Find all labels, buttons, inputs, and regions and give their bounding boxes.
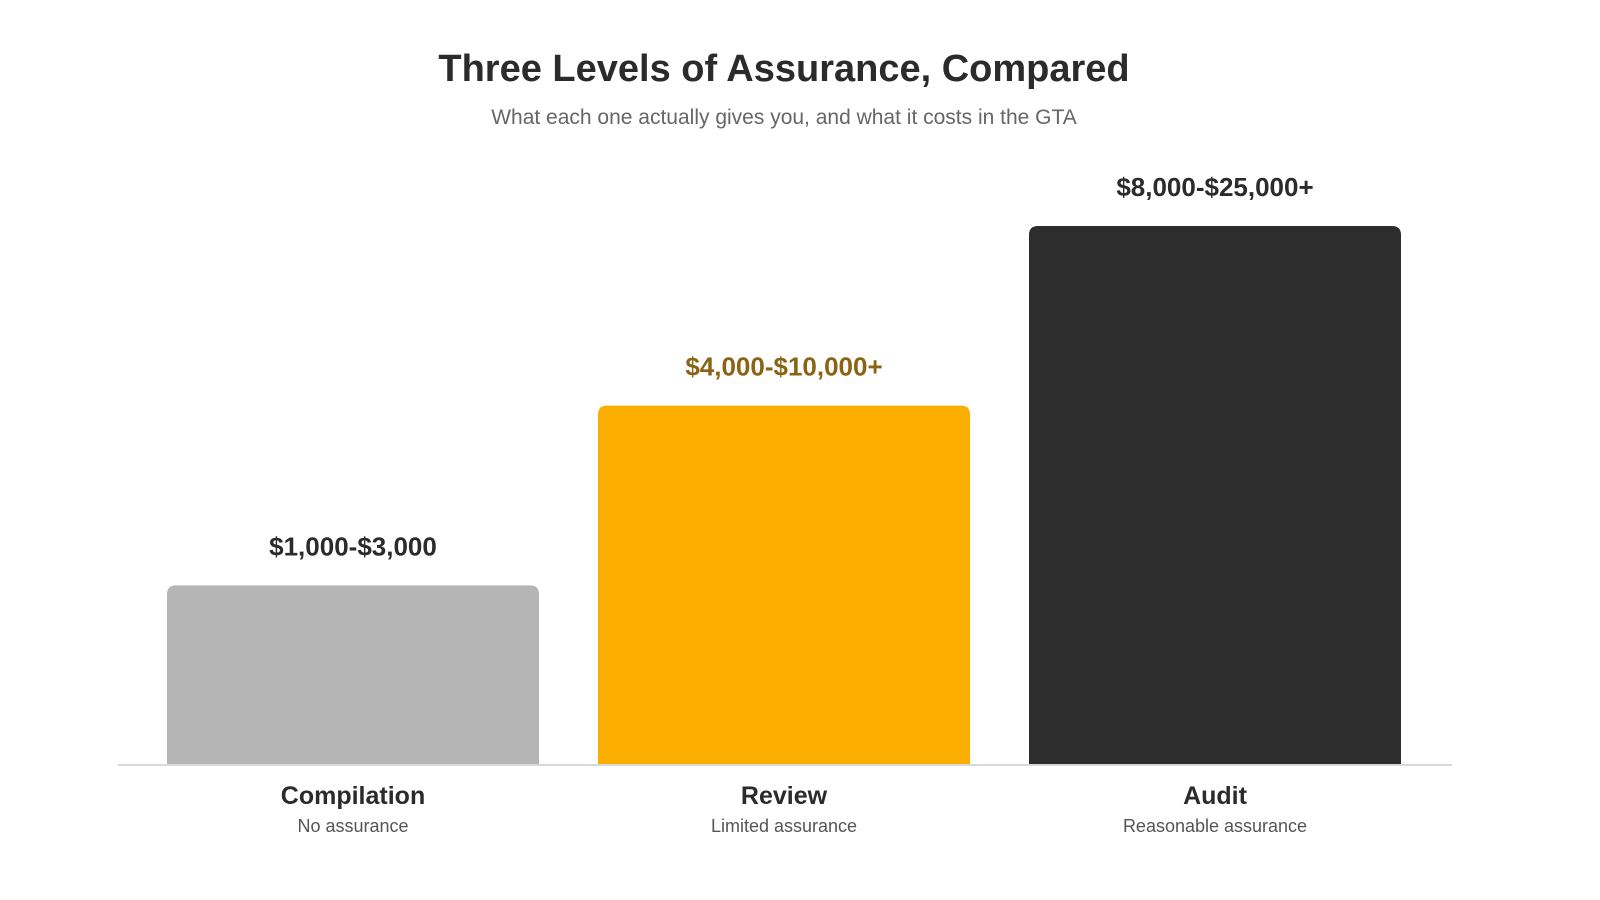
category-sublabel-compilation: No assurance xyxy=(297,816,408,836)
bar-review xyxy=(598,405,970,765)
bar-audit xyxy=(1029,226,1401,765)
category-sublabel-review: Limited assurance xyxy=(711,816,857,836)
category-sublabel-audit: Reasonable assurance xyxy=(1123,816,1307,836)
category-label-compilation: Compilation xyxy=(281,782,425,810)
value-label-audit: $8,000-$25,000+ xyxy=(1116,172,1313,202)
category-label-audit: Audit xyxy=(1183,782,1248,810)
chart-subtitle: What each one actually gives you, and wh… xyxy=(491,106,1077,129)
bar-compilation xyxy=(167,585,539,765)
chart-title: Three Levels of Assurance, Compared xyxy=(438,48,1130,90)
value-label-compilation: $1,000-$3,000 xyxy=(269,531,437,561)
category-label-review: Review xyxy=(741,782,828,810)
value-label-review: $4,000-$10,000+ xyxy=(685,352,882,382)
